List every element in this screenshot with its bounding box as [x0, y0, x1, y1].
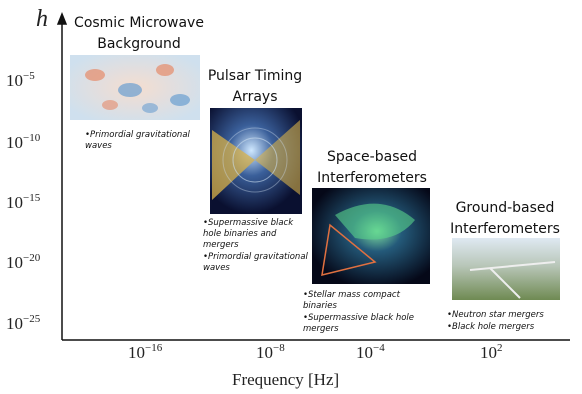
panel-bullets: •Supermassive black hole binaries and me…: [203, 218, 311, 275]
y-tick-label-exponent: −20: [23, 252, 40, 264]
y-tick-label: 10−20: [6, 252, 40, 273]
y-tick-label-base: 10: [6, 193, 23, 212]
lisa-image: [312, 188, 430, 284]
y-tick-label-base: 10: [6, 133, 23, 152]
panel-title-line: Space-based: [317, 147, 427, 168]
panel-title-line: Pulsar Timing: [208, 66, 302, 87]
y-tick-label-exponent: −25: [23, 313, 40, 325]
panel-bullets: •Stellar mass compact binaries•Supermass…: [303, 290, 431, 336]
pta-image: [210, 108, 302, 214]
y-tick-label-base: 10: [6, 71, 23, 90]
x-tick-label-base: 10: [356, 343, 373, 362]
y-tick-label-exponent: −10: [23, 132, 40, 144]
diagram: h Frequency [Hz] 10−510−1010−1510−2010−2…: [0, 0, 582, 394]
x-tick-label-base: 10: [128, 343, 145, 362]
y-tick-label: 10−15: [6, 192, 40, 213]
bullet-item: •Neutron star mergers: [447, 310, 577, 321]
y-tick-label-exponent: −15: [23, 192, 40, 204]
panel-title-line: Interferometers: [450, 219, 560, 240]
panel-bullets: •Neutron star mergers•Black hole mergers: [447, 310, 577, 334]
panel-title-line: Interferometers: [317, 168, 427, 189]
y-tick-label: 10−5: [6, 70, 35, 91]
bullet-item: •Supermassive black hole binaries and me…: [203, 218, 311, 251]
x-tick-label-exponent: −4: [373, 342, 385, 354]
y-axis-label: h: [36, 6, 48, 33]
x-tick-label: 10−4: [356, 342, 385, 363]
x-tick-label-base: 10: [256, 343, 273, 362]
panel-title-line: Ground-based: [450, 198, 560, 219]
x-tick-label: 10−16: [128, 342, 162, 363]
x-axis-label: Frequency [Hz]: [232, 370, 339, 390]
y-tick-label-exponent: −5: [23, 70, 35, 82]
x-tick-label-exponent: −8: [273, 342, 285, 354]
y-tick-label-base: 10: [6, 314, 23, 333]
bullet-item: •Supermassive black hole mergers: [303, 313, 431, 335]
y-tick-label-base: 10: [6, 253, 23, 272]
x-tick-label-base: 10: [480, 343, 497, 362]
ligo-image: [452, 238, 560, 300]
y-tick-label: 10−10: [6, 132, 40, 153]
bullet-item: •Primordial gravitational waves: [85, 130, 203, 152]
x-tick-label-exponent: −16: [145, 342, 162, 354]
y-tick-label: 10−25: [6, 313, 40, 334]
graphics: [0, 0, 582, 394]
x-tick-label: 102: [480, 342, 503, 363]
bullet-item: •Stellar mass compact binaries: [303, 290, 431, 312]
bullet-item: •Primordial gravitational waves: [203, 252, 311, 274]
bullet-item: •Black hole mergers: [447, 322, 577, 333]
panel-title-line: Background: [74, 34, 204, 55]
panel-bullets: •Primordial gravitational waves: [85, 130, 203, 153]
x-tick-label: 10−8: [256, 342, 285, 363]
panel-title-line: Cosmic Microwave: [74, 13, 204, 34]
cmb-image: [70, 55, 200, 120]
x-tick-label-exponent: 2: [497, 342, 503, 354]
panel-title-line: Arrays: [208, 87, 302, 108]
